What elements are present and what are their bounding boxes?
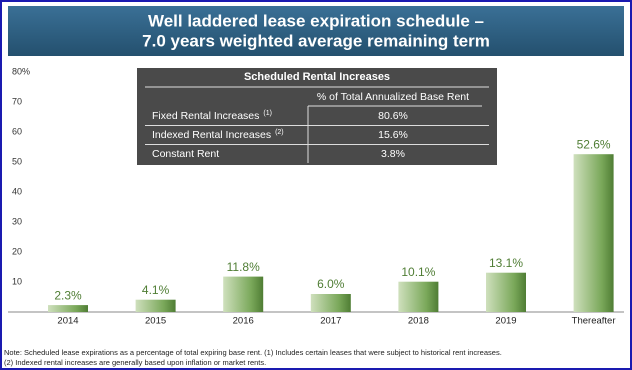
- value-label: 13.1%: [489, 256, 523, 270]
- x-tick-label: 2017: [320, 316, 341, 327]
- row-value: 80.6%: [378, 110, 408, 122]
- footnote: (2) Indexed rental increases are general…: [4, 358, 266, 367]
- y-tick-label: 20: [12, 246, 22, 256]
- value-label: 6.0%: [317, 277, 345, 291]
- value-label: 52.6%: [577, 137, 611, 151]
- y-tick-label: 50: [12, 156, 22, 166]
- y-tick-label: 70: [12, 96, 22, 106]
- y-tick-label: 40: [12, 186, 22, 196]
- row-note: (2): [275, 129, 284, 136]
- title-band: [8, 6, 624, 56]
- x-tick-label: 2014: [57, 316, 78, 327]
- table-header: % of Total Annualized Base Rent: [317, 91, 469, 103]
- x-tick-label: 2015: [145, 316, 166, 327]
- value-label: 11.8%: [227, 260, 260, 274]
- x-tick-label: 2019: [495, 316, 516, 327]
- bar: [48, 305, 88, 312]
- row-note: (1): [263, 110, 272, 117]
- x-tick-label: 2018: [408, 316, 429, 327]
- row-label: Indexed Rental Increases (2): [152, 129, 284, 141]
- bar: [223, 276, 264, 312]
- x-tick-label: 2016: [233, 316, 254, 327]
- row-label-text: Constant Rent: [152, 148, 219, 160]
- y-tick-label: 10: [12, 276, 22, 286]
- row-label: Constant Rent: [152, 148, 219, 160]
- footnote: Note: Scheduled lease expirations as a p…: [4, 348, 502, 357]
- bar: [135, 299, 176, 312]
- bar: [486, 272, 526, 312]
- y-tick-label: 30: [12, 216, 22, 226]
- value-label: 10.1%: [401, 265, 435, 279]
- chart-title: 7.0 years weighted average remaining ter…: [142, 31, 490, 50]
- table-title: Scheduled Rental Increases: [244, 71, 390, 83]
- chart-title: Well laddered lease expiration schedule …: [148, 11, 484, 30]
- table-bg: [137, 68, 497, 165]
- bar: [310, 294, 351, 312]
- row-label-text: Fixed Rental Increases: [152, 110, 259, 122]
- y-tick-label: 60: [12, 126, 22, 136]
- bar: [398, 281, 439, 312]
- x-tick-label: Thereafter: [572, 316, 616, 327]
- value-label: 4.1%: [142, 283, 170, 297]
- value-label: 2.3%: [54, 288, 82, 302]
- rent-table: Scheduled Rental Increases % of Total An…: [137, 68, 497, 165]
- row-label: Fixed Rental Increases (1): [152, 110, 272, 122]
- row-value: 3.8%: [381, 148, 405, 160]
- row-value: 15.6%: [378, 129, 408, 141]
- row-label-text: Indexed Rental Increases: [152, 129, 271, 141]
- y-tick-label: 80%: [12, 66, 30, 76]
- bar: [573, 154, 614, 312]
